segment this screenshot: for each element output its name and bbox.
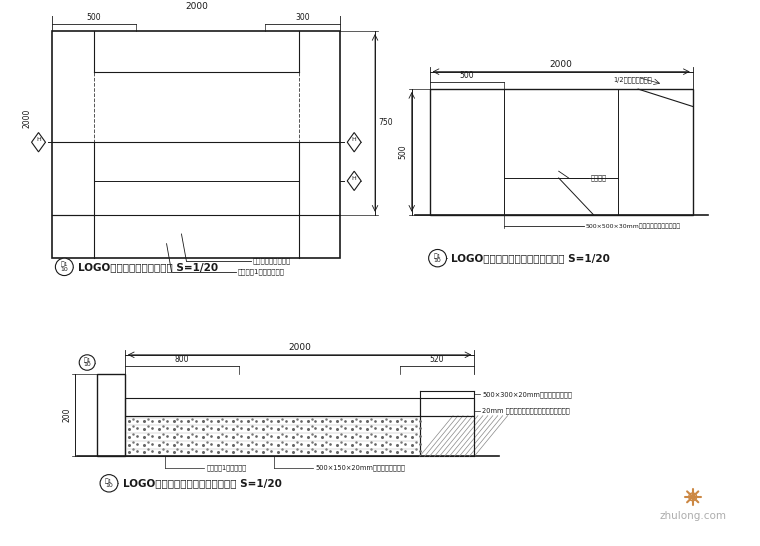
Text: 2000: 2000 [288, 343, 311, 352]
Text: H: H [352, 176, 356, 181]
Text: 鵝石子（1分半）鋼筋: 鵝石子（1分半）鋼筋 [206, 465, 246, 471]
Polygon shape [32, 133, 46, 152]
Text: 10: 10 [61, 267, 68, 272]
Text: LOGO平台休憩區花台立面圖（二） S=1/20: LOGO平台休憩區花台立面圖（二） S=1/20 [123, 478, 282, 488]
Circle shape [429, 250, 447, 267]
Text: 500: 500 [399, 145, 408, 159]
Bar [420, 398, 474, 416]
Text: LOGO平台休憩區花台立面圖（一） S=1/20: LOGO平台休憩區花台立面圖（一） S=1/20 [451, 253, 610, 263]
Text: 750: 750 [378, 118, 393, 127]
Text: 500×300×20mm荔面石材（燒面）: 500×300×20mm荔面石材（燒面） [483, 391, 572, 397]
Text: 1/2塊多角邊壓頂石: 1/2塊多角邊壓頂石 [613, 76, 652, 82]
Text: 石材壓蓋: 石材壓蓋 [591, 175, 606, 181]
Bar [125, 416, 420, 456]
Text: 800: 800 [175, 355, 189, 365]
Text: H: H [36, 137, 41, 143]
Text: 平1: 平1 [434, 253, 442, 259]
Bar [97, 374, 125, 456]
Text: 平1: 平1 [61, 262, 68, 267]
Polygon shape [347, 133, 361, 152]
Text: LOGO平台休憩區花台平面圖 S=1/20: LOGO平台休憩區花台平面圖 S=1/20 [78, 262, 218, 272]
Text: 500: 500 [460, 72, 474, 80]
Text: 鵝石子（1分半）鵝卵石: 鵝石子（1分半）鵝卵石 [238, 269, 285, 275]
Text: 10: 10 [434, 258, 442, 263]
Text: 500×500×30mm荔面石材（燒面、亞巴）: 500×500×30mm荔面石材（燒面、亞巴） [585, 223, 681, 229]
Text: 2000: 2000 [22, 108, 31, 128]
Text: zhulong.com: zhulong.com [659, 511, 727, 521]
Text: 200: 200 [62, 408, 71, 423]
Text: 300: 300 [296, 14, 310, 22]
Circle shape [100, 474, 118, 492]
Bar [52, 31, 340, 258]
Text: 520: 520 [430, 355, 445, 365]
Bar [429, 89, 692, 215]
Circle shape [55, 258, 73, 276]
Text: 10: 10 [105, 483, 113, 488]
Text: 10: 10 [84, 363, 91, 367]
Bar [125, 398, 420, 416]
Text: 種植土填實（壓土）: 種植土填實（壓土） [253, 258, 291, 264]
Circle shape [79, 355, 95, 370]
Text: 2000: 2000 [185, 2, 207, 11]
Text: H: H [352, 137, 356, 143]
Circle shape [689, 493, 697, 501]
Text: 500×150×20mm荔面石材（燒面）: 500×150×20mm荔面石材（燒面） [315, 465, 405, 471]
Polygon shape [347, 171, 361, 191]
Bar [420, 416, 474, 456]
Text: 平1: 平1 [84, 357, 91, 363]
Text: 500: 500 [87, 14, 101, 22]
Text: 20mm 荔面石材（燒面）配合鋼斜邊砌加工: 20mm 荔面石材（燒面）配合鋼斜邊砌加工 [483, 407, 570, 414]
Text: 2000: 2000 [549, 60, 572, 69]
Text: 平1: 平1 [105, 478, 112, 484]
